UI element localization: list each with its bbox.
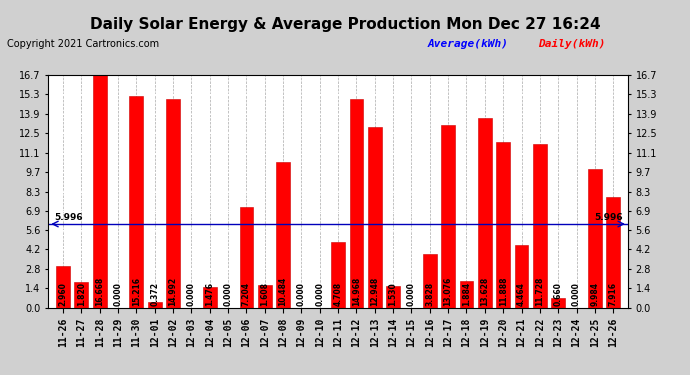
Bar (588, 168, 602, 308)
Text: 3.828: 3.828 (425, 282, 434, 306)
Text: 0.000: 0.000 (113, 282, 123, 306)
Text: 0.000: 0.000 (572, 282, 581, 306)
Bar (331, 242, 345, 308)
Text: 0.000: 0.000 (407, 282, 416, 306)
Bar (386, 286, 400, 308)
Bar (460, 281, 473, 308)
Text: 1.820: 1.820 (77, 282, 86, 306)
Bar (239, 207, 253, 308)
Text: 1.530: 1.530 (388, 282, 397, 306)
Text: 4.708: 4.708 (333, 282, 343, 306)
Bar (276, 162, 290, 308)
Bar (368, 127, 382, 308)
Text: 7.916: 7.916 (609, 282, 618, 306)
Bar (533, 144, 546, 308)
Bar (258, 285, 272, 308)
Bar (92, 75, 106, 308)
Bar (478, 118, 492, 308)
Bar (350, 99, 364, 308)
Bar (515, 245, 529, 308)
Bar (496, 142, 510, 308)
Text: 1.476: 1.476 (205, 282, 214, 306)
Text: 9.984: 9.984 (591, 282, 600, 306)
Bar (551, 298, 565, 307)
Text: 7.204: 7.204 (242, 282, 251, 306)
Bar (442, 126, 455, 308)
Text: 15.216: 15.216 (132, 277, 141, 306)
Text: 2.960: 2.960 (59, 282, 68, 306)
Text: 14.992: 14.992 (168, 277, 177, 306)
Text: 5.996: 5.996 (54, 213, 82, 222)
Text: 0.000: 0.000 (297, 282, 306, 306)
Text: Copyright 2021 Cartronics.com: Copyright 2021 Cartronics.com (7, 39, 159, 50)
Bar (203, 287, 217, 308)
Bar (56, 266, 70, 308)
Text: 12.948: 12.948 (371, 277, 380, 306)
Text: 11.728: 11.728 (535, 277, 544, 306)
Text: 0.000: 0.000 (224, 282, 233, 306)
Bar (166, 99, 180, 308)
Text: 0.372: 0.372 (150, 282, 159, 306)
Text: 16.668: 16.668 (95, 277, 104, 306)
Text: 13.628: 13.628 (480, 277, 489, 306)
Text: Average(kWh): Average(kWh) (428, 39, 509, 50)
Text: 0.660: 0.660 (553, 282, 563, 306)
Bar (423, 254, 437, 308)
Bar (130, 96, 144, 308)
Text: Daily Solar Energy & Average Production Mon Dec 27 16:24: Daily Solar Energy & Average Production … (90, 17, 600, 32)
Bar (75, 282, 88, 308)
Text: 5.996: 5.996 (594, 213, 622, 222)
Text: 4.464: 4.464 (517, 282, 526, 306)
Text: Daily(kWh): Daily(kWh) (538, 39, 606, 50)
Text: 11.888: 11.888 (499, 277, 508, 306)
Text: 13.076: 13.076 (444, 277, 453, 306)
Text: 14.968: 14.968 (352, 277, 361, 306)
Text: 10.484: 10.484 (279, 277, 288, 306)
Text: 1.608: 1.608 (260, 282, 269, 306)
Text: 0.000: 0.000 (187, 282, 196, 306)
Bar (607, 197, 620, 308)
Text: 1.884: 1.884 (462, 282, 471, 306)
Text: 0.000: 0.000 (315, 282, 324, 306)
Bar (148, 302, 161, 307)
